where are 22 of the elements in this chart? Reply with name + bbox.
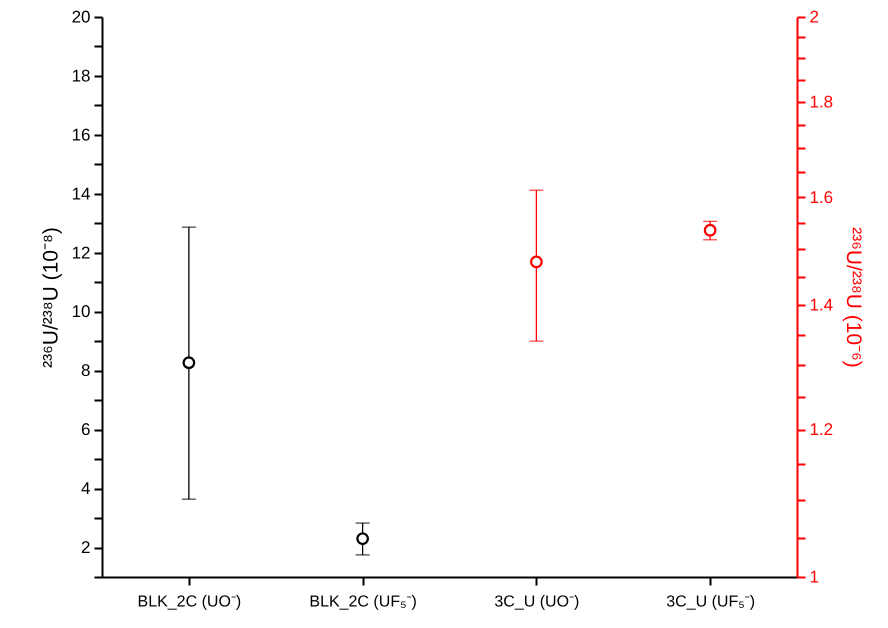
x-tick-label: 3C_U (UO⁻)	[494, 594, 580, 610]
y2-tick-label: 1.2	[810, 420, 834, 440]
y-tick-label: 6	[81, 420, 90, 440]
y2-tick-label: 2	[810, 8, 819, 26]
y2-tick-label: 1.4	[810, 296, 834, 315]
y-tick-label: 18	[72, 66, 90, 86]
x-tick-label: BLK_2C (UF₅⁻)	[309, 594, 417, 610]
y-tick-label: 12	[72, 243, 90, 262]
y2-tick-label: 1.6	[810, 188, 834, 207]
y-tick-label: 20	[72, 8, 90, 26]
y-tick-label: 2	[81, 538, 90, 558]
y-tick-label: 8	[81, 361, 90, 380]
x-tick-label: 3C_U (UF₅⁻)	[666, 594, 756, 610]
y2-tick-label: 1.8	[810, 92, 834, 112]
y-axis-title: ²³⁶U/²³⁸U (10⁻⁸)	[40, 227, 63, 368]
x-tick-label: BLK_2C (UO⁻)	[138, 594, 242, 610]
y2-axis-title: ²³⁶U/²³⁸U (10⁻⁶)	[842, 227, 866, 368]
y-tick-label: 4	[81, 479, 90, 498]
y-tick-label: 10	[72, 302, 90, 322]
y-tick-label: 14	[72, 184, 90, 204]
y-tick-label: 16	[72, 125, 90, 144]
y2-tick-label: 1	[810, 568, 819, 586]
